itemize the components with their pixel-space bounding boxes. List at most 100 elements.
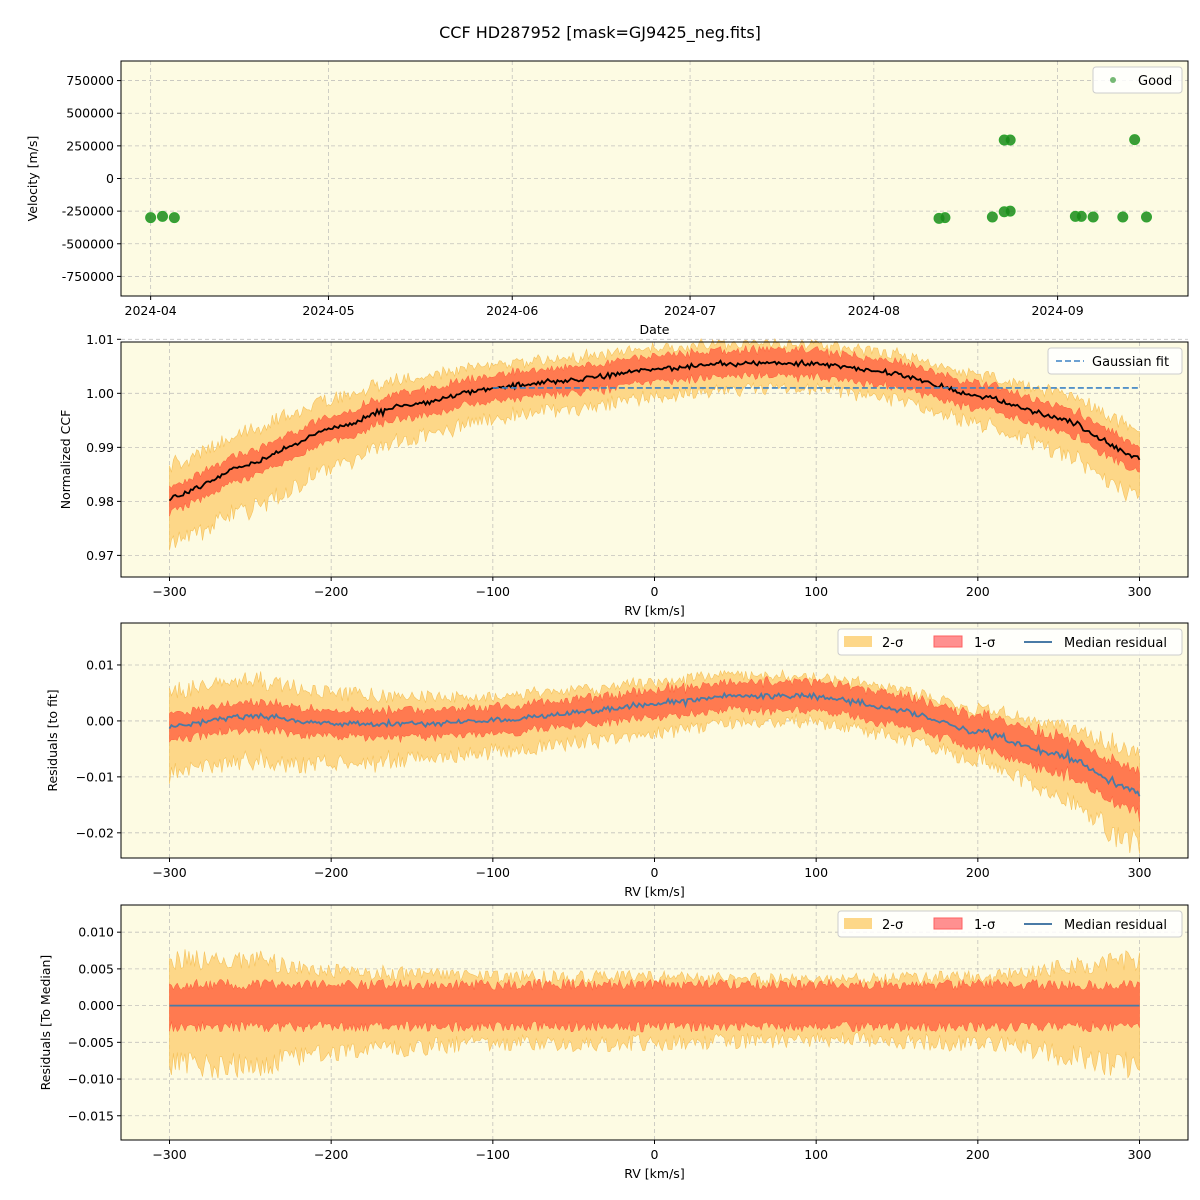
x-tick-label: −200 — [314, 584, 348, 599]
x-tick-label: 2024-08 — [848, 303, 900, 318]
y-tick-label: −0.015 — [68, 1108, 114, 1123]
data-point-good — [1129, 134, 1141, 146]
plot-border-4 — [120, 904, 1189, 1141]
y-tick-label: 0 — [106, 171, 114, 186]
legend-swatch-1sigma — [933, 635, 963, 648]
y-axis-label: Velocity [m/s] — [25, 136, 40, 222]
x-tick-label: −300 — [152, 865, 186, 880]
plot-border-1 — [120, 60, 1189, 297]
x-tick-label: 100 — [804, 584, 828, 599]
legend-box — [837, 628, 1183, 656]
x-tick-label: 200 — [966, 1147, 990, 1162]
data-point-good — [168, 212, 180, 224]
x-tick-label: 2024-07 — [664, 303, 716, 318]
legend-swatch-2sigma — [844, 918, 872, 929]
legend-swatch-1sigma — [933, 917, 963, 930]
legend-box — [1092, 66, 1183, 94]
x-tick-label: 100 — [804, 865, 828, 880]
y-tick-label: 0.00 — [86, 713, 114, 728]
legend-label-2sigma: 2-σ — [882, 918, 903, 933]
y-tick-label: 0.01 — [86, 657, 114, 672]
y-tick-label: −0.005 — [68, 1035, 114, 1050]
y-tick-label: 250000 — [66, 138, 114, 153]
data-point-good — [1004, 134, 1016, 146]
y-tick-label: 1.01 — [86, 332, 114, 347]
legend-label-1sigma: 1-σ — [974, 636, 995, 651]
x-axis-label: RV [km/s] — [624, 884, 684, 899]
legend-label-median: Median residual — [1064, 636, 1167, 651]
x-tick-label: −200 — [314, 865, 348, 880]
legend-swatch-2sigma — [844, 636, 872, 647]
data-point-good — [939, 212, 951, 224]
x-tick-label: 300 — [1128, 1147, 1152, 1162]
velocity-panel: 750000 500000 250000 0 -250000 -500000 -750000… — [25, 60, 1189, 337]
sigma1-band — [169, 344, 1140, 517]
data-point-good — [986, 211, 998, 223]
legend-box — [1047, 347, 1183, 375]
x-tick-label: 0 — [651, 1147, 659, 1162]
x-tick-label: −300 — [152, 584, 186, 599]
y-tick-label: −0.01 — [76, 769, 114, 784]
x-tick-label: 300 — [1128, 865, 1152, 880]
x-tick-label: 300 — [1128, 584, 1152, 599]
y-tick-label: -750000 — [62, 269, 114, 284]
data-point-good — [156, 210, 168, 222]
x-tick-label: −100 — [476, 1147, 510, 1162]
data-point-good — [145, 212, 157, 224]
x-tick-label: 2024-05 — [302, 303, 354, 318]
x-tick-label: −100 — [476, 865, 510, 880]
y-tick-label: 0.97 — [86, 548, 114, 563]
y-tick-label: 750000 — [66, 73, 114, 88]
rv-panel-4: 0.010 0.005 0.000 −0.005 −0.010 −0.015 Residua… — [38, 904, 1189, 1181]
plot-border-2 — [120, 341, 1189, 578]
legend-box — [837, 910, 1183, 938]
x-tick-label: 200 — [966, 584, 990, 599]
ccf-line — [168, 358, 1141, 502]
y-axis-label: Residuals [To Median] — [38, 955, 53, 1091]
x-tick-label: 200 — [966, 865, 990, 880]
y-tick-label: 1.00 — [86, 386, 114, 401]
data-point-good — [1087, 211, 1099, 223]
legend-label-median: Median residual — [1064, 918, 1167, 933]
legend-label-gaussian-fit: Gaussian fit — [1092, 355, 1169, 370]
y-tick-label: 0.99 — [86, 440, 114, 455]
data-point-good — [1004, 205, 1016, 217]
x-tick-label: 2024-04 — [125, 303, 177, 318]
data-point-good — [1075, 210, 1087, 222]
panels: 750000 500000 250000 0 -250000 -500000 -750000… — [25, 60, 1189, 1181]
data-point-good — [1117, 211, 1129, 223]
y-tick-label: 500000 — [66, 106, 114, 121]
x-axis-label: RV [km/s] — [624, 1166, 684, 1181]
figure-title: CCF HD287952 [mask=GJ9425_neg.fits] — [439, 23, 761, 43]
y-tick-label: 0.005 — [78, 961, 114, 976]
rv-panel-3: 0.01 0.00 −0.01 −0.02 Residuals [to fit] −300… — [45, 622, 1189, 899]
rv-panel-2: 0.97 0.98 0.99 1.00 1.01 Normalized CCF −300 −2… — [58, 332, 1189, 618]
y-axis-label: Residuals [to fit] — [45, 689, 60, 791]
x-tick-label: 0 — [651, 865, 659, 880]
y-tick-label: 0.000 — [78, 998, 114, 1013]
y-axis-label: Normalized CCF — [58, 410, 73, 510]
y-tick-label: -250000 — [62, 204, 114, 219]
legend-label-1sigma: 1-σ — [974, 918, 995, 933]
x-tick-label: 100 — [804, 1147, 828, 1162]
y-tick-label: −0.02 — [76, 825, 114, 840]
x-tick-label: 2024-06 — [486, 303, 538, 318]
y-tick-label: -500000 — [62, 236, 114, 251]
data-point-good — [1141, 211, 1153, 223]
x-tick-label: −200 — [314, 1147, 348, 1162]
x-tick-label: −100 — [476, 584, 510, 599]
x-tick-label: −300 — [152, 1147, 186, 1162]
x-axis-label: Date — [640, 322, 670, 337]
legend-marker-good — [1110, 77, 1116, 83]
plot-border-3 — [120, 622, 1189, 859]
legend-label-good: Good — [1138, 74, 1172, 89]
x-axis-label: RV [km/s] — [624, 603, 684, 618]
median-residual-line — [168, 691, 1141, 797]
x-tick-label: 2024-09 — [1031, 303, 1083, 318]
legend-label-2sigma: 2-σ — [882, 636, 903, 651]
y-tick-label: 0.98 — [86, 494, 114, 509]
y-tick-label: 0.010 — [78, 925, 114, 940]
y-tick-label: −0.010 — [68, 1072, 114, 1087]
x-tick-label: 0 — [651, 584, 659, 599]
